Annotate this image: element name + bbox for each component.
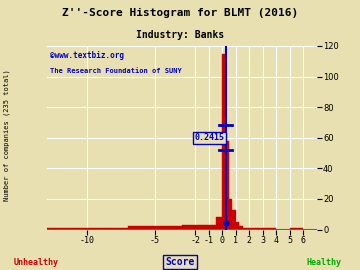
Bar <box>290 228 303 230</box>
Bar <box>182 225 202 230</box>
Text: ©www.textbiz.org: ©www.textbiz.org <box>50 51 123 60</box>
Bar <box>226 141 229 230</box>
Text: Score: Score <box>165 257 195 267</box>
Bar <box>243 228 249 230</box>
Bar <box>249 228 263 230</box>
Bar <box>263 228 276 230</box>
Text: Number of companies (235 total): Number of companies (235 total) <box>4 69 10 201</box>
Bar <box>202 225 216 230</box>
Text: The Research Foundation of SUNY: The Research Foundation of SUNY <box>50 68 181 74</box>
Text: 0.2415: 0.2415 <box>194 133 225 142</box>
Bar <box>229 199 233 230</box>
Text: Industry: Banks: Industry: Banks <box>136 30 224 40</box>
Bar <box>128 227 182 230</box>
Bar <box>216 217 222 230</box>
Text: Healthy: Healthy <box>306 258 342 267</box>
Text: Z''-Score Histogram for BLMT (2016): Z''-Score Histogram for BLMT (2016) <box>62 8 298 18</box>
Bar <box>233 210 236 230</box>
Bar <box>239 227 243 230</box>
Bar <box>236 222 239 230</box>
Bar <box>222 53 226 229</box>
Bar <box>47 228 128 230</box>
Text: Unhealthy: Unhealthy <box>14 258 58 267</box>
